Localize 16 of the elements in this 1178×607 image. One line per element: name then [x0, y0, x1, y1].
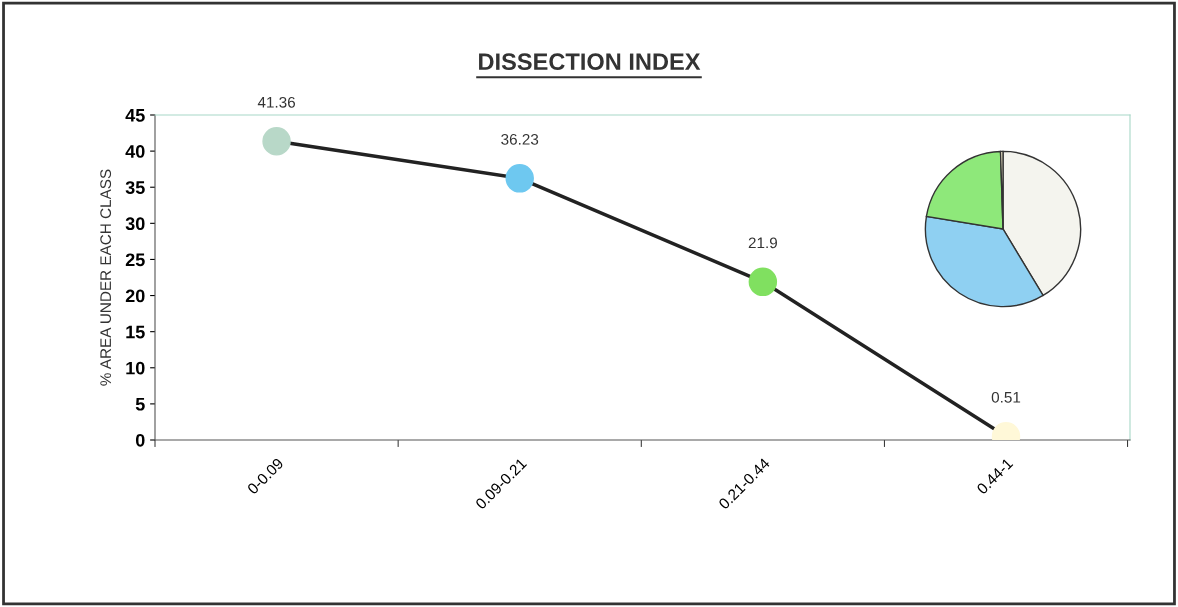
y-axis-title: % AREA UNDER EACH CLASS: [100, 169, 112, 386]
y-tick-label: 40: [125, 145, 145, 158]
y-tick-label: 25: [125, 253, 145, 267]
data-label: 36.23: [501, 133, 539, 145]
y-tick-label: 30: [125, 217, 145, 231]
data-label: 21.9: [748, 237, 777, 249]
y-tick-label: 45: [125, 109, 145, 122]
y-tick-label: 20: [125, 289, 145, 303]
y-tick-label: 0: [135, 433, 145, 447]
y-tick-label: 10: [126, 361, 145, 375]
chart-title: DISSECTION INDEX: [479, 53, 701, 71]
data-label: 41.36: [257, 96, 296, 108]
data-label: 0.51: [991, 391, 1021, 403]
y-tick-label: 15: [126, 325, 145, 339]
y-tick-label: 5: [135, 398, 145, 411]
y-tick-label: 35: [125, 181, 145, 194]
